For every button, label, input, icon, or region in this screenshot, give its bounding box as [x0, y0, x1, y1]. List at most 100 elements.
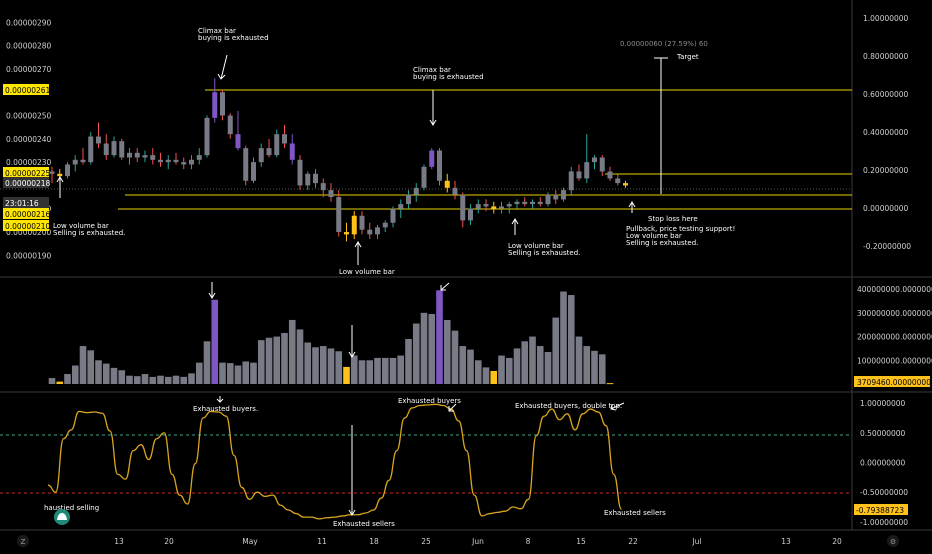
candle[interactable] — [576, 164, 582, 181]
candle[interactable] — [212, 78, 218, 123]
candle[interactable] — [367, 222, 373, 240]
candle[interactable] — [134, 148, 140, 163]
time-axis[interactable]: 13 20 May 11 18 25 Jun 8 15 22 Jul 13 20 — [114, 537, 842, 546]
volume-tick-label: 100000000.00000000 — [857, 356, 932, 365]
candle[interactable] — [65, 162, 70, 179]
candle[interactable] — [514, 199, 520, 209]
candle[interactable] — [103, 134, 109, 160]
candle[interactable] — [491, 201, 497, 214]
candle[interactable] — [282, 124, 287, 149]
candle[interactable] — [390, 206, 396, 228]
candle[interactable] — [599, 155, 605, 177]
settings-icon[interactable]: ⚙ — [887, 535, 899, 547]
candle[interactable] — [375, 225, 380, 240]
price-tag[interactable]: 23:01:16 — [3, 197, 49, 208]
candle[interactable] — [49, 166, 55, 184]
candle[interactable] — [530, 199, 535, 209]
volume-bar — [195, 362, 203, 384]
candle[interactable] — [437, 148, 442, 186]
candle[interactable] — [274, 129, 280, 158]
price-levels[interactable] — [0, 89, 852, 210]
candle[interactable] — [460, 192, 466, 228]
candles-layer[interactable] — [49, 78, 629, 242]
price-tag[interactable]: 0.00000216 — [3, 208, 51, 219]
candle[interactable] — [537, 197, 543, 207]
candle[interactable] — [328, 183, 334, 202]
candle[interactable] — [344, 222, 349, 242]
candle[interactable] — [623, 180, 628, 188]
candle[interactable] — [251, 157, 256, 184]
candle[interactable] — [568, 166, 574, 195]
volume-axis[interactable]: 400000000.00000000 300000000.00000000 2000… — [854, 285, 932, 387]
candle[interactable] — [111, 136, 117, 158]
candle[interactable] — [421, 164, 427, 191]
candle[interactable] — [72, 155, 78, 172]
price-tag[interactable]: 0.00000225 — [3, 167, 51, 178]
candle[interactable] — [561, 187, 566, 202]
volume-bar — [451, 330, 459, 384]
candle[interactable] — [499, 201, 504, 214]
candle[interactable] — [615, 173, 621, 186]
candle[interactable] — [119, 138, 125, 160]
candle[interactable] — [545, 192, 551, 207]
timezone-icon[interactable]: Z — [17, 535, 29, 547]
oscillator-line[interactable] — [47, 403, 623, 520]
candle[interactable] — [289, 134, 295, 165]
candle[interactable] — [429, 148, 435, 170]
price-tag[interactable]: 0.00000210 — [3, 220, 51, 231]
candle[interactable] — [413, 183, 419, 202]
candle[interactable] — [150, 148, 156, 165]
candle[interactable] — [173, 152, 179, 165]
candle[interactable] — [398, 199, 404, 219]
candle[interactable] — [96, 122, 101, 149]
candle[interactable] — [336, 190, 342, 237]
candle[interactable] — [220, 89, 225, 121]
candle[interactable] — [506, 201, 512, 214]
candle[interactable] — [158, 152, 163, 167]
candle[interactable] — [313, 169, 318, 188]
candle[interactable] — [483, 199, 489, 212]
candle[interactable] — [305, 171, 311, 191]
price-tag[interactable]: 0.00000261 — [3, 84, 51, 95]
candle[interactable] — [165, 155, 171, 170]
osc-current-tag[interactable]: -0.79388723 — [854, 504, 908, 515]
price-axis-right[interactable]: 1.00000000 0.80000000 0.60000000 0.40000000… — [863, 14, 911, 251]
candle[interactable] — [243, 145, 249, 186]
candle[interactable] — [88, 131, 94, 165]
candle[interactable] — [127, 148, 132, 165]
candle[interactable] — [235, 110, 241, 151]
candle[interactable] — [258, 143, 264, 167]
candle[interactable] — [181, 157, 187, 170]
candle[interactable] — [553, 190, 559, 205]
candle[interactable] — [607, 166, 613, 181]
candle[interactable] — [204, 115, 210, 158]
candle[interactable] — [522, 197, 528, 207]
volume-layer[interactable] — [48, 290, 614, 385]
candle[interactable] — [592, 155, 597, 170]
candle[interactable] — [351, 211, 357, 240]
candle[interactable] — [320, 178, 326, 198]
candle[interactable] — [142, 150, 148, 163]
candle[interactable] — [468, 204, 473, 226]
price-axis-left[interactable]: 0.00000290 0.00000280 0.00000270 0.00000250… — [3, 18, 52, 260]
candle[interactable] — [266, 138, 272, 158]
volume-current-tag[interactable]: 3709460.00000000 — [854, 376, 931, 387]
target-measure-tool[interactable]: 0.00000060 (27.59%) 60 Target — [620, 40, 708, 194]
price-tag[interactable]: 0.00000218 — [3, 177, 51, 188]
candle[interactable] — [359, 211, 365, 235]
candle[interactable] — [406, 190, 411, 209]
candle[interactable] — [189, 155, 194, 170]
candle[interactable] — [297, 155, 303, 191]
candle[interactable] — [444, 173, 450, 193]
candle[interactable] — [475, 199, 481, 214]
candle[interactable] — [227, 113, 233, 139]
candle[interactable] — [382, 220, 388, 233]
oscillator-axis[interactable]: 1.00000000 0.50000000 0.00000000 -0.5000000… — [854, 399, 908, 527]
candle[interactable] — [584, 134, 590, 184]
candle[interactable] — [452, 180, 458, 200]
candle[interactable] — [196, 148, 202, 165]
candle[interactable] — [80, 148, 86, 165]
volume-bar — [48, 378, 56, 384]
price-tick-label: 0.00000250 — [6, 112, 52, 121]
